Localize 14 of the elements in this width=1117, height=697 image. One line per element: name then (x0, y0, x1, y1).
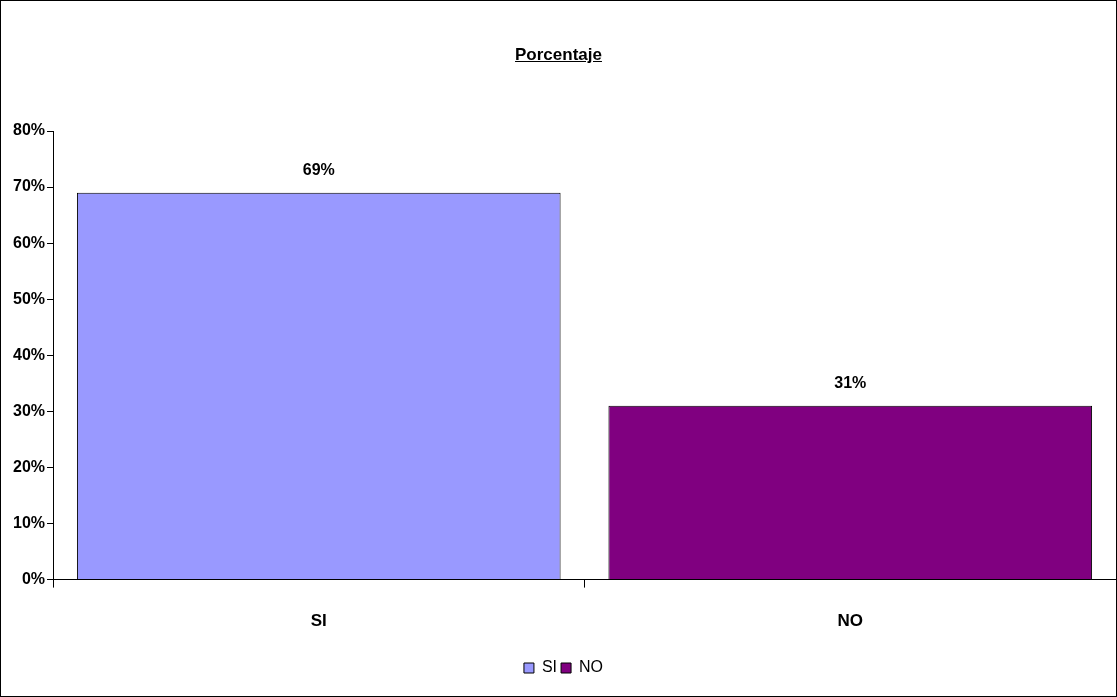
data-label: 69% (302, 161, 335, 179)
y-tick-label: 70% (12, 177, 46, 195)
data-label: 31% (834, 374, 867, 392)
y-tick-label: 30% (12, 401, 46, 419)
legend-label: SI (541, 658, 558, 676)
y-tick-label: 60% (12, 233, 46, 251)
legend-label: NO (579, 658, 604, 676)
y-tick-label: 40% (12, 345, 46, 363)
y-tick-label: 10% (12, 513, 46, 531)
y-tick-label: 0% (21, 570, 46, 588)
chart-title: Porcentaje (514, 45, 603, 65)
y-tick-label: 20% (12, 457, 46, 475)
y-tick-label: 80% (12, 121, 46, 139)
y-tick-label: 50% (12, 289, 46, 307)
